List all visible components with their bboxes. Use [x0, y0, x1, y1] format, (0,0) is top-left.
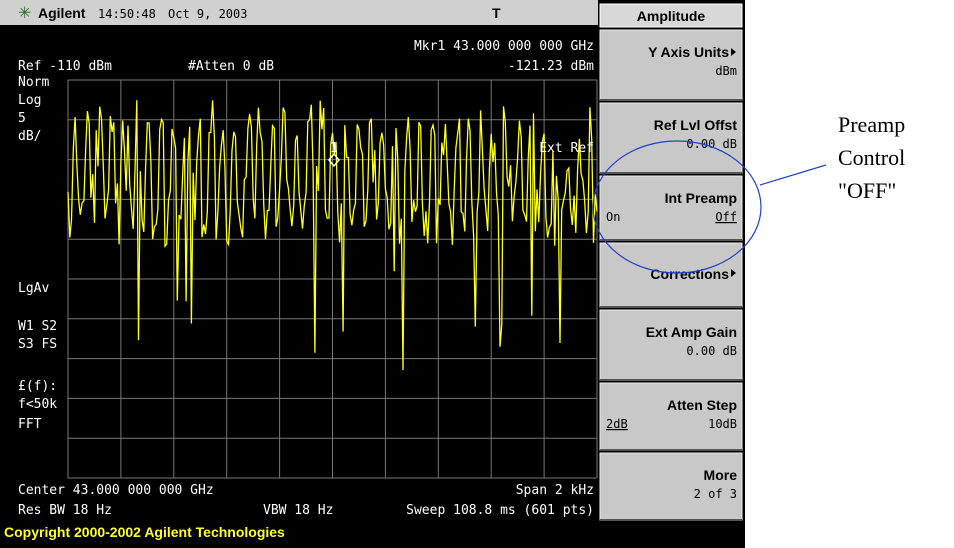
softkey-label: Y Axis Units [648, 44, 729, 60]
marker [328, 152, 340, 168]
submenu-arrow [731, 269, 736, 277]
indicator: T [492, 5, 501, 21]
side-label: Norm [18, 75, 49, 90]
side-label: f<50k [18, 397, 57, 412]
date: Oct 9, 2003 [168, 7, 247, 21]
sweep: Sweep 108.8 ms (601 pts) [406, 503, 594, 518]
side-label: £(f): [18, 379, 57, 394]
softkeys: Y Axis Units dBm Ref Lvl Offst 0.00 dB Int P… [599, 29, 743, 521]
logo: ✳ [18, 5, 31, 22]
softkey[interactable] [599, 452, 743, 521]
trace [67, 100, 598, 371]
side-label: FFT [18, 417, 42, 432]
marker-label: 1 [330, 141, 338, 156]
left-labels: Norm Log 5 dB/LgAv W1 S2 S3 FS £(f): f<50k FFT [18, 75, 57, 432]
softkey-option: Off [715, 210, 737, 224]
side-label: W1 S2 [18, 319, 57, 334]
menu-title: Amplitude [637, 8, 706, 24]
brand: Agilent [38, 5, 86, 21]
ref-level: Ref -110 dBm [18, 59, 112, 74]
status-bar [0, 0, 598, 25]
softkey-label: Int Preamp [665, 190, 737, 206]
softkey-value: 2 of 3 [694, 487, 737, 501]
softkey[interactable] [599, 175, 743, 241]
annotation-line: Preamp [838, 112, 905, 137]
softkey[interactable] [599, 102, 743, 174]
res-bw: Res BW 18 Hz [18, 503, 112, 518]
softkey-label: Ref Lvl Offst [654, 117, 738, 133]
annotation: Preamp Control "OFF" [838, 112, 905, 203]
softkey-label: Corrections [650, 266, 729, 282]
copyright: Copyright 2000-2002 Agilent Technologies [4, 524, 285, 540]
side-label: 5 [18, 111, 26, 126]
attenuation: #Atten 0 dB [188, 59, 274, 74]
ext-ref: Ext Ref [539, 141, 594, 156]
softkey-option: On [606, 210, 620, 224]
submenu-arrow [731, 48, 736, 56]
side-label: dB/ [18, 129, 41, 144]
softkey[interactable] [599, 242, 743, 308]
annotation-line: "OFF" [838, 178, 896, 203]
side-label: S3 FS [18, 337, 57, 352]
graticule [67, 79, 598, 479]
side-label: LgAv [18, 281, 49, 296]
marker-value: -121.23 dBm [508, 59, 594, 74]
time: 14:50:48 [98, 7, 156, 21]
softkey-label: Atten Step [667, 397, 737, 413]
softkey-option: 2dB [606, 417, 628, 431]
softkey-label: Ext Amp Gain [646, 324, 737, 340]
callout-line [759, 164, 827, 186]
footer-bar [0, 522, 745, 542]
center: Center 43.000 000 000 GHz [18, 483, 214, 498]
vbw: VBW 18 Hz [263, 503, 333, 518]
annotation-line: Control [838, 145, 905, 170]
side-label: Log [18, 93, 41, 108]
softkey-label: More [704, 467, 738, 483]
softkey-value: 0.00 dB [686, 344, 737, 358]
menu-title-box [599, 3, 743, 28]
softkey[interactable] [599, 382, 743, 451]
softkey[interactable] [599, 29, 743, 101]
marker-freq: Mkr1 43.000 000 000 GHz [414, 39, 594, 54]
softkey-value: 0.00 dB [686, 137, 737, 151]
softkey-value: dBm [715, 64, 737, 78]
span: Span 2 kHz [516, 483, 594, 498]
softkey-option: 10dB [708, 417, 737, 431]
highlight-ellipse [592, 140, 762, 274]
